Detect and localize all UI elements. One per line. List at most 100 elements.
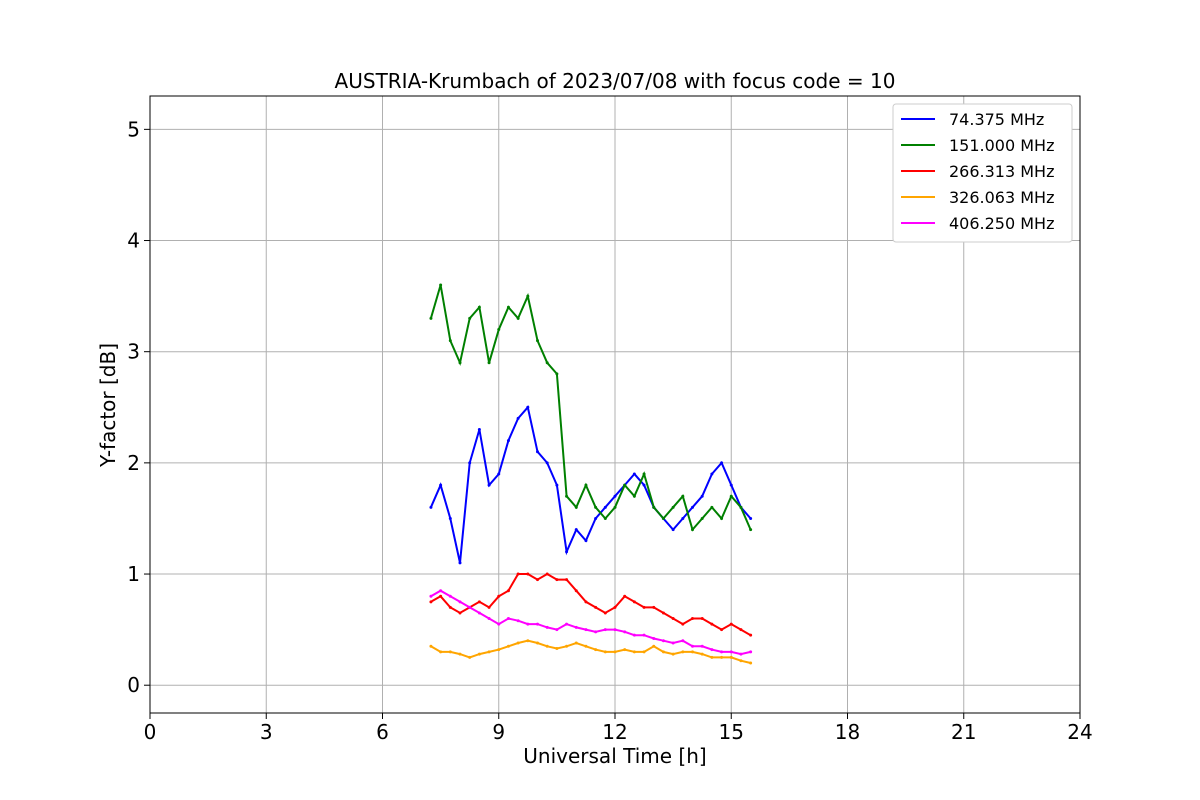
data-point xyxy=(691,528,694,532)
data-point xyxy=(749,661,753,665)
data-point xyxy=(497,327,501,331)
data-point xyxy=(642,483,646,487)
data-point xyxy=(429,644,433,648)
data-point xyxy=(574,625,578,629)
data-point xyxy=(603,505,607,509)
data-point xyxy=(516,316,520,320)
data-point xyxy=(652,605,656,609)
data-point xyxy=(565,622,569,626)
data-point xyxy=(632,600,636,604)
data-point xyxy=(429,316,433,320)
data-point xyxy=(536,578,539,582)
data-point xyxy=(545,625,549,629)
data-point xyxy=(439,650,443,654)
data-point xyxy=(603,516,607,520)
data-point xyxy=(613,650,617,654)
data-point xyxy=(506,617,510,621)
data-point xyxy=(429,505,433,509)
data-point xyxy=(429,594,433,598)
data-point xyxy=(710,622,714,626)
data-point xyxy=(468,461,472,465)
data-point xyxy=(584,600,588,604)
series-line-4 xyxy=(430,589,751,656)
data-point xyxy=(516,572,520,576)
data-point xyxy=(487,361,491,365)
data-point xyxy=(439,594,443,598)
data-point xyxy=(661,611,665,615)
data-point xyxy=(720,628,724,632)
data-point xyxy=(681,494,685,498)
data-point xyxy=(458,611,462,615)
legend-box xyxy=(892,103,1073,243)
data-point xyxy=(487,483,491,487)
data-point xyxy=(487,605,491,609)
legend: 74.375 MHz 151.000 MHz 266.313 MHz 326.063 … xyxy=(892,103,1073,243)
data-point xyxy=(565,578,569,582)
data-point xyxy=(661,650,665,654)
data-point xyxy=(739,505,743,509)
data-point xyxy=(613,494,617,498)
data-point xyxy=(555,628,559,632)
data-point xyxy=(661,516,665,520)
data-point xyxy=(720,516,724,520)
series-line-0 xyxy=(429,405,752,564)
data-point xyxy=(545,644,549,648)
data-point xyxy=(623,630,627,634)
data-point xyxy=(710,472,714,476)
data-point xyxy=(439,589,443,593)
data-point xyxy=(739,628,743,632)
data-point xyxy=(729,650,733,654)
data-point xyxy=(487,617,491,621)
data-point xyxy=(516,641,520,645)
data-point xyxy=(700,617,704,621)
data-point xyxy=(536,339,539,343)
legend-label: 266.313 MHz xyxy=(949,162,1054,181)
x-tick-label: 9 xyxy=(492,720,505,744)
data-point xyxy=(439,283,443,287)
data-point xyxy=(526,622,530,626)
data-point xyxy=(536,622,539,626)
data-point xyxy=(681,622,685,626)
x-tick-label: 12 xyxy=(602,720,627,744)
data-point xyxy=(506,439,510,443)
data-point xyxy=(691,644,694,648)
legend-label: 74.375 MHz xyxy=(949,110,1044,129)
data-point xyxy=(681,639,685,643)
chart-title: AUSTRIA-Krumbach of 2023/07/08 with focu… xyxy=(335,69,896,93)
data-point xyxy=(448,516,452,520)
data-point xyxy=(623,648,627,652)
data-point xyxy=(429,600,433,604)
data-point xyxy=(584,628,588,632)
data-point xyxy=(632,633,636,637)
x-tick-label: 0 xyxy=(144,720,157,744)
data-point xyxy=(729,622,733,626)
data-point xyxy=(652,637,656,641)
data-point xyxy=(632,472,636,476)
y-tick-label: 5 xyxy=(127,117,140,141)
data-point xyxy=(497,622,501,626)
data-point xyxy=(497,472,501,476)
series-line-1 xyxy=(429,284,752,532)
data-point xyxy=(603,650,607,654)
y-axis-label: Y-factor [dB] xyxy=(96,343,120,468)
data-point xyxy=(691,505,694,509)
data-point xyxy=(729,483,733,487)
legend-label: 326.063 MHz xyxy=(949,188,1054,207)
data-point xyxy=(458,561,462,565)
data-point xyxy=(671,617,675,621)
x-tick-label: 3 xyxy=(260,720,273,744)
data-point xyxy=(458,600,462,604)
data-point xyxy=(555,578,559,582)
data-point xyxy=(448,650,452,654)
data-point xyxy=(671,652,675,656)
data-point xyxy=(565,494,569,498)
y-axis: 0 1 2 3 4 5 xyxy=(127,117,150,697)
data-point xyxy=(710,648,714,652)
legend-label: 151.000 MHz xyxy=(949,136,1054,155)
data-point xyxy=(720,655,724,659)
data-point xyxy=(603,611,607,615)
data-point xyxy=(526,294,530,298)
data-point xyxy=(749,516,753,520)
data-point xyxy=(477,600,481,604)
